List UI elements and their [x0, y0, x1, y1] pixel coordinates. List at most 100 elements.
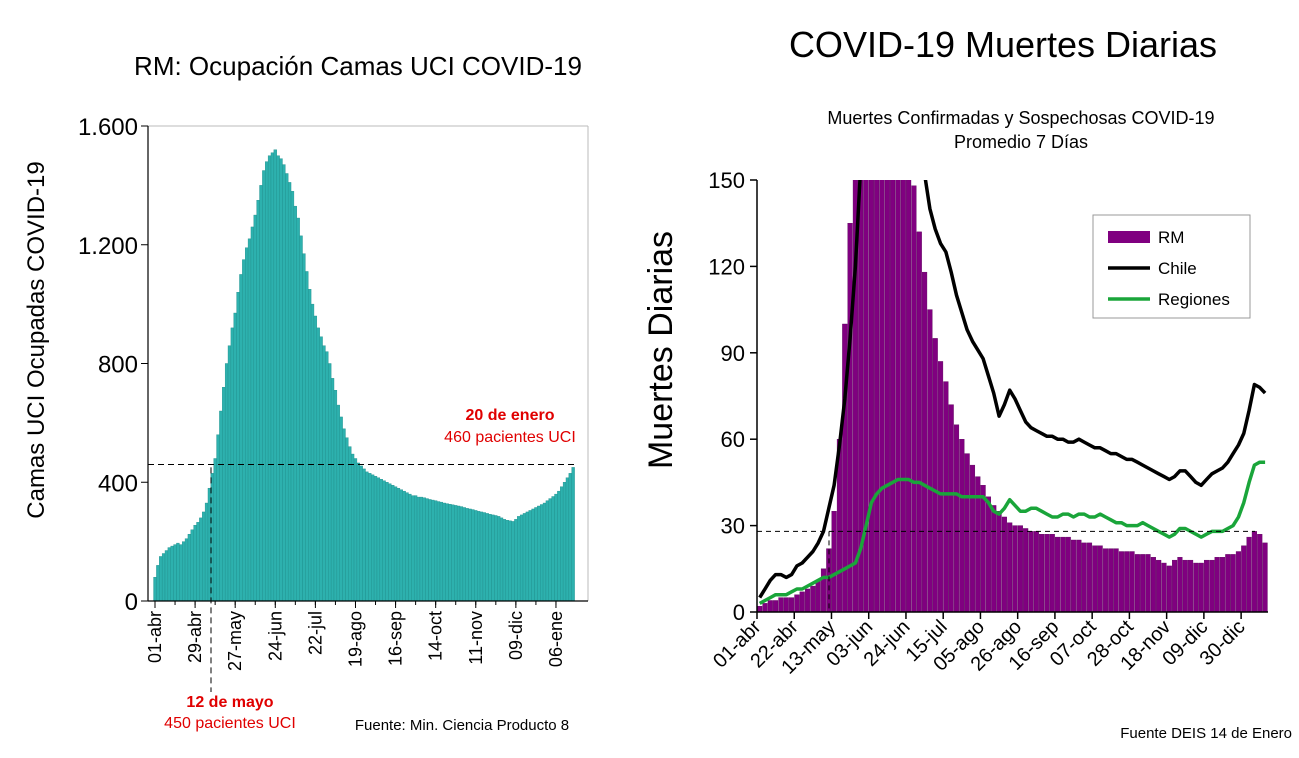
bar [847, 222, 853, 612]
bar [348, 446, 352, 602]
bar [890, 180, 896, 612]
bar [279, 158, 283, 602]
bar [405, 492, 409, 602]
bar [932, 338, 938, 612]
bar [1097, 545, 1103, 612]
bar [379, 479, 383, 602]
bar [1230, 554, 1236, 612]
annotation-title: 12 de mayo [186, 694, 273, 711]
bar [557, 490, 561, 602]
bar [1150, 557, 1156, 612]
bar [874, 180, 880, 612]
bar [368, 473, 372, 602]
bar [959, 439, 965, 612]
bar [245, 247, 249, 602]
bar [1257, 534, 1263, 612]
bar [448, 504, 452, 602]
line [758, 180, 1267, 599]
legend-label: Regiones [1158, 290, 1230, 309]
bar [1219, 557, 1226, 612]
bar [1060, 536, 1066, 612]
bar [820, 568, 827, 612]
x-tick-label: 01-abr [145, 611, 165, 663]
bar [1251, 531, 1257, 612]
bar [256, 200, 260, 602]
bar [293, 205, 297, 602]
bar [373, 476, 378, 602]
bar [1092, 545, 1098, 612]
bar [783, 597, 789, 612]
bar [425, 498, 429, 602]
bar [270, 152, 275, 602]
bar [1241, 545, 1247, 612]
x-tick-label: 22-jul [305, 611, 325, 655]
bar [900, 180, 906, 612]
bar [477, 511, 481, 602]
bar [1193, 562, 1199, 612]
bar [1102, 548, 1109, 612]
bar [815, 580, 821, 612]
bar [362, 468, 366, 602]
annotation-title: 20 de enero [466, 407, 555, 424]
bar [514, 519, 518, 602]
bar [482, 512, 486, 602]
bar [804, 588, 811, 612]
x-tick-label: 27-may [225, 611, 245, 671]
bar [396, 487, 401, 602]
bar [1007, 522, 1013, 612]
bar [485, 513, 489, 602]
bar [1172, 559, 1178, 612]
bar [242, 259, 246, 602]
bar [173, 544, 177, 602]
bar [1262, 542, 1268, 612]
bar [991, 505, 997, 612]
bar [365, 471, 369, 602]
x-tick-label: 06-ene [546, 611, 566, 667]
bar [1044, 534, 1050, 612]
legend-label: RM [1158, 228, 1184, 247]
bar [565, 477, 570, 602]
bar [282, 164, 286, 602]
bar [1076, 539, 1082, 612]
bar [499, 517, 504, 602]
bar [399, 489, 403, 602]
bar [1177, 557, 1183, 612]
y-tick-label: 90 [721, 341, 745, 366]
bar [522, 513, 527, 602]
bar [525, 511, 529, 602]
bar [319, 336, 323, 602]
bar [789, 597, 795, 612]
bar [170, 545, 174, 602]
bar [985, 496, 991, 612]
bar [276, 155, 280, 602]
bar [273, 149, 277, 602]
legend-swatch [1108, 231, 1150, 243]
bar [842, 323, 848, 612]
bar [325, 351, 329, 602]
bar [353, 458, 358, 602]
bar [975, 476, 981, 612]
bar [953, 424, 960, 612]
bar [431, 499, 435, 602]
bar [164, 550, 169, 602]
bar [773, 600, 779, 612]
bar [1161, 562, 1167, 612]
bar [884, 180, 890, 612]
bar [762, 603, 768, 612]
plot-area [757, 180, 1268, 612]
x-tick-label: 09-dic [506, 611, 526, 660]
bar [1203, 559, 1210, 612]
bar [393, 486, 398, 602]
bar [1124, 551, 1130, 612]
y-tick-label: 1.600 [78, 114, 138, 141]
y-tick-label: 800 [98, 352, 138, 379]
bar [199, 517, 203, 602]
bar [502, 519, 507, 602]
bar [1235, 551, 1242, 612]
subtitle: Promedio 7 Días [954, 132, 1088, 152]
bar [159, 556, 163, 602]
bar [328, 363, 332, 602]
x-tick-label: 14-oct [426, 611, 446, 661]
bar [1086, 542, 1093, 612]
